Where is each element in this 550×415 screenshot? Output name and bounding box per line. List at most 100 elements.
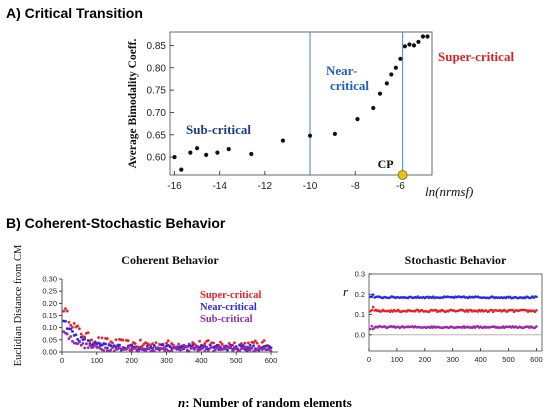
data-point xyxy=(371,105,376,111)
data-point xyxy=(398,56,403,61)
data-point xyxy=(206,349,210,353)
x-tick-label: -12 xyxy=(258,181,273,192)
data-point xyxy=(490,308,494,312)
data-point xyxy=(420,34,426,39)
x-tick-label: 500 xyxy=(502,355,515,364)
data-point xyxy=(83,346,87,350)
data-point xyxy=(84,342,88,346)
x-tick-label: 300 xyxy=(446,355,459,364)
data-point xyxy=(203,349,207,353)
data-point xyxy=(252,344,256,348)
panel-a-critical-transition: -16 -14 -12 -10 -8 -6 0.60 0.65 0.70 0.75 0.80 0.85… xyxy=(127,31,514,199)
data-point xyxy=(71,329,74,333)
bottom-x-axis-label: n: Number of random elements xyxy=(178,395,352,410)
data-point xyxy=(105,337,109,340)
data-point xyxy=(145,344,149,348)
data-point xyxy=(175,345,179,349)
data-point xyxy=(371,305,375,309)
section-b-heading: B) Coherent-Stochastic Behavior xyxy=(6,215,226,231)
x-tick-label: -10 xyxy=(303,181,318,192)
y-axis-label: Euclidian Distance from CM xyxy=(13,244,24,366)
data-point xyxy=(238,349,242,353)
data-point xyxy=(119,347,123,351)
data-point xyxy=(71,339,74,343)
y-tick-label: 0.10 xyxy=(42,323,57,332)
data-point xyxy=(86,346,90,350)
data-point xyxy=(126,346,130,349)
data-point xyxy=(535,295,538,299)
data-point xyxy=(389,72,394,77)
data-point xyxy=(220,342,224,346)
data-point xyxy=(233,341,236,345)
data-point xyxy=(191,343,195,347)
data-point xyxy=(255,341,259,345)
y-tick-label: 0.3 xyxy=(355,270,365,279)
section-a-heading: A) Critical Transition xyxy=(6,5,143,21)
plot-frame xyxy=(169,31,433,176)
x-tick-label: 500 xyxy=(230,356,243,365)
data-point xyxy=(154,341,158,345)
data-point xyxy=(416,39,421,44)
data-point xyxy=(252,341,256,345)
data-point xyxy=(114,338,118,342)
data-point xyxy=(250,346,254,350)
data-point xyxy=(370,308,374,312)
data-point xyxy=(198,346,202,349)
data-point xyxy=(198,339,202,343)
x-tick-label: 400 xyxy=(195,356,208,365)
data-point xyxy=(72,321,76,325)
x-tick-label: 100 xyxy=(391,355,404,364)
data-point xyxy=(253,339,257,343)
x-tick-label: -14 xyxy=(212,181,227,192)
data-point xyxy=(161,343,165,347)
data-point xyxy=(264,344,268,348)
x-axis-label: ln(nrmsf) xyxy=(425,184,473,199)
data-point xyxy=(88,343,92,347)
data-point xyxy=(220,347,224,351)
data-point xyxy=(260,340,264,344)
data-point xyxy=(267,348,271,351)
x-tick-label: 600 xyxy=(530,355,543,364)
data-point xyxy=(227,342,231,345)
y-tick-label: 0.75 xyxy=(147,86,167,97)
data-point xyxy=(76,324,80,328)
data-point xyxy=(535,325,538,328)
data-point xyxy=(245,345,249,349)
data-point xyxy=(213,348,217,352)
data-point xyxy=(67,320,71,324)
data-point xyxy=(78,327,81,330)
y-tick-label: 0.65 xyxy=(147,130,167,141)
data-point xyxy=(248,348,252,352)
data-point xyxy=(161,347,165,351)
data-point xyxy=(384,81,389,86)
data-point xyxy=(65,332,69,336)
x-tick-label: -6 xyxy=(396,181,405,192)
data-point xyxy=(172,343,175,347)
data-point xyxy=(307,133,313,138)
region-label: Sub-critical xyxy=(186,122,251,137)
panel-b-stochastic-behavior: Stochastic Behavior 0 100 200 300 400 500 600 0.… xyxy=(343,253,543,364)
data-point xyxy=(137,349,141,353)
x-tick-label: 0 xyxy=(367,355,371,364)
data-point xyxy=(100,336,104,340)
data-point xyxy=(93,344,97,347)
y-tick-label: 0.15 xyxy=(42,311,57,320)
x-tick-label: 0 xyxy=(60,356,64,365)
data-point xyxy=(172,155,177,160)
data-point xyxy=(86,339,90,342)
panel-title: Coherent Behavior xyxy=(121,253,219,267)
data-point xyxy=(407,42,412,47)
data-point xyxy=(246,341,250,345)
data-point xyxy=(215,150,220,155)
y-tick-label: 0.85 xyxy=(147,41,167,52)
data-point xyxy=(67,337,71,341)
data-point xyxy=(215,343,219,347)
data-point xyxy=(133,346,137,350)
data-point xyxy=(229,343,233,347)
data-point xyxy=(411,43,417,48)
data-point xyxy=(65,309,69,313)
data-point xyxy=(180,344,184,348)
y-tick-label: 0.20 xyxy=(42,299,57,308)
data-point xyxy=(243,341,247,345)
data-point xyxy=(109,348,113,352)
